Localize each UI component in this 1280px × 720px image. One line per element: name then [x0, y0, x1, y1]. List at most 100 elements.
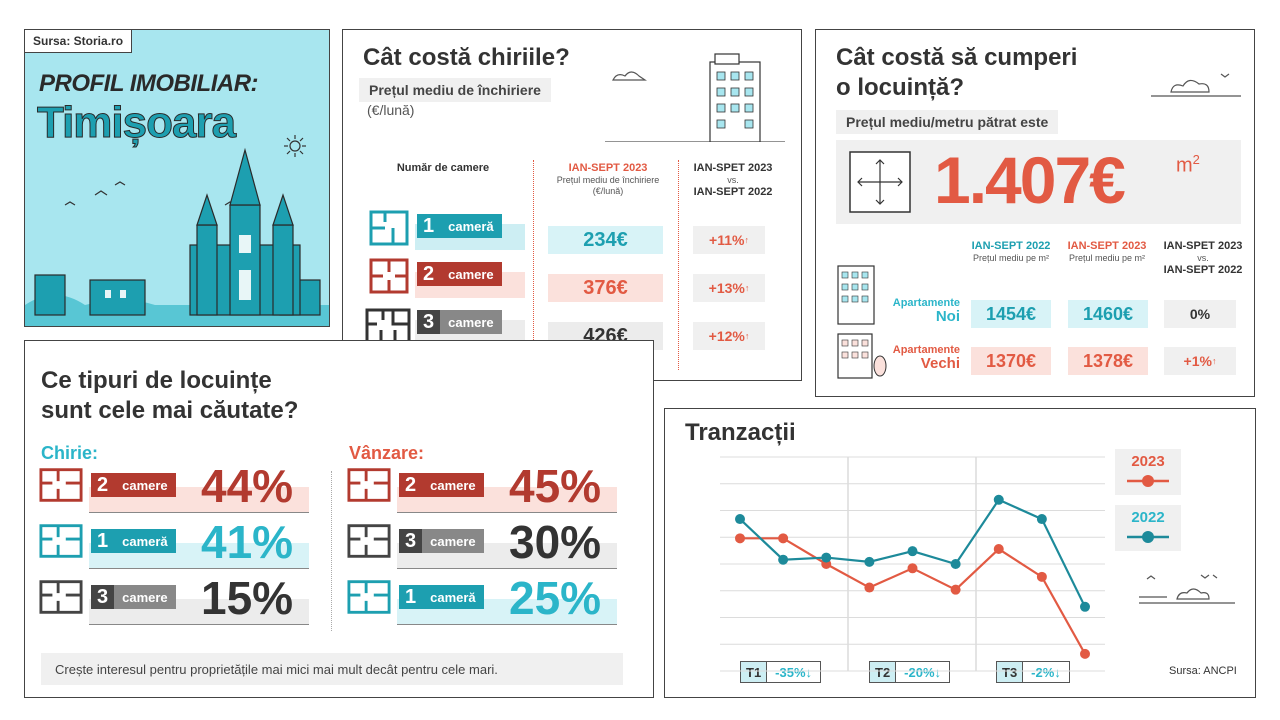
buy-row-2-change-val: +1%	[1183, 353, 1212, 369]
legend-2022: 2022	[1115, 505, 1181, 551]
rent-type-row-3-pct: 15%	[201, 572, 294, 624]
series-2022-point	[735, 514, 745, 525]
buy-row-2-arrow: ↑	[1211, 356, 1217, 366]
buy-col-compare: IAN-SPET 2023 vs. IAN-SEPT 2022	[1158, 240, 1248, 277]
buy-subtitle: Prețul mediu/metru pătrat este	[836, 110, 1059, 134]
buy-col-2022-title: IAN-SEPT 2022	[971, 240, 1051, 252]
profile-panel: Sursa: Storia.ro PROFIL IMOBILIAR: Timiș…	[24, 29, 330, 327]
rent-type-row-2-num: 1	[97, 529, 109, 552]
sale-type-row-1-flag: 2 camere	[399, 473, 484, 497]
series-2023-point	[993, 544, 1004, 555]
rent-subtitle: Prețul mediu de închiriere	[359, 78, 551, 102]
buy-row-2-v2023: 1378€	[1068, 347, 1148, 375]
quarter-t3-pct-val: -2%	[1031, 664, 1055, 680]
rent-row-3-change: +12% ↑	[693, 322, 765, 350]
buy-col-cmp-1: IAN-SPET 2023	[1163, 240, 1243, 252]
rent-type-row-3-flag: 3 camere	[91, 585, 176, 609]
profile-kicker: PROFIL IMOBILIAR:	[39, 70, 259, 97]
chart-source: Sursa: ANCPI	[1169, 665, 1237, 677]
rent-row-2-arrow: ↑	[744, 283, 750, 293]
sale-type-row-1-pct: 45%	[509, 460, 602, 512]
quarter-t3: T3 -2%↓	[996, 661, 1070, 683]
floorplan-1-icon	[369, 210, 409, 246]
legend-2023-swatch-dot	[1142, 475, 1154, 487]
rent-type-row-3-label: camere	[114, 585, 176, 609]
buy-title-2: o locuință?	[836, 74, 964, 101]
rent-col-compare: IAN-SPET 2023 vs. IAN-SEPT 2022	[683, 162, 783, 199]
quarter-t3-arrow: ↓	[1054, 664, 1061, 680]
rent-type-floorplan-1-icon	[39, 468, 83, 502]
building-illustration	[605, 53, 785, 142]
rent-type-floorplan-2-icon	[39, 524, 83, 558]
sale-type-row-2-label: camere	[422, 529, 484, 553]
rent-row-2-change-val: +13%	[708, 280, 745, 296]
rent-type-row-1-flag: 2 camere	[91, 473, 176, 497]
rent-type-row-1-label: camere	[122, 477, 168, 493]
rent-row-3-num: 3	[423, 310, 435, 333]
quarter-t1-arrow: ↓	[805, 664, 813, 680]
profile-city: Timișoara	[36, 98, 236, 148]
rent-row-1-num: 1	[423, 214, 435, 237]
sale-type-floorplan-1-icon	[347, 468, 391, 502]
quarter-t1-pct: -35%↓	[767, 665, 820, 680]
rent-type-row-2-label: cameră	[122, 533, 168, 549]
sale-type-row-2-flag: 3 camere	[399, 529, 484, 553]
apartment-buildings-illustration	[837, 265, 887, 379]
buy-row-1-change: 0%	[1164, 300, 1236, 328]
rent-row-2-flag: 2 camere	[417, 262, 502, 286]
series-2023-point	[735, 533, 745, 544]
buy-big-unit: m2	[1176, 152, 1200, 178]
rent-row-3-label: camere	[440, 310, 502, 334]
floorplan-3-icon	[365, 308, 411, 344]
types-title-1: Ce tipuri de locuințe	[41, 367, 272, 394]
rent-row-2-label: camere	[448, 266, 494, 282]
sale-type-row-3-num: 1	[405, 585, 417, 608]
buy-col-cmp-vs: vs.	[1197, 253, 1209, 263]
quarter-t1-label: T1	[741, 662, 768, 682]
rent-row-2-num: 2	[423, 262, 435, 285]
quarter-t1-pct-val: -35%	[775, 664, 806, 680]
rent-col-2023-sub: Prețul mediu de închiriere (€/lună)	[556, 175, 660, 196]
sale-type-floorplan-3-icon	[347, 580, 391, 614]
series-2022-point	[864, 556, 875, 567]
buy-col-2022: IAN-SEPT 2022 Prețul mediu pe m²	[966, 240, 1056, 264]
rent-row-2-change: +13% ↑	[693, 274, 765, 302]
buy-row-1-v2022: 1454€	[971, 300, 1051, 328]
series-2022-point	[821, 552, 832, 563]
series-2022-point	[907, 546, 918, 557]
series-2022-point	[950, 559, 961, 569]
rent-row-1-label: cameră	[448, 218, 494, 234]
buy-col-cmp-2: IAN-SEPT 2022	[1163, 264, 1243, 276]
rent-row-1-change: +11% ↑	[693, 226, 765, 254]
buy-row-2-v2022: 1370€	[971, 347, 1051, 375]
floorplan-2-icon	[369, 258, 409, 294]
cloud-icon-2	[1139, 574, 1235, 604]
rent-col-rooms: Număr de camere	[396, 162, 490, 174]
buy-panel: Cât costă să cumperi o locuință? Prețul …	[815, 29, 1255, 397]
rent-type-row-2-flag: 1 cameră	[91, 529, 176, 553]
legend-2022-label: 2022	[1131, 509, 1165, 526]
legend-2022-swatch-dot	[1142, 531, 1154, 543]
buy-col-2023-sub: Prețul mediu pe m²	[1068, 253, 1146, 263]
cloud-icon	[1151, 73, 1241, 97]
buy-row-2-label-1: Apartamente	[892, 344, 960, 356]
buy-row-2-change: +1% ↑	[1164, 347, 1236, 375]
rent-type-row-2-pct: 41%	[201, 516, 294, 568]
area-expand-icon	[849, 151, 911, 213]
types-title-2: sunt cele mai căutate?	[41, 397, 299, 424]
legend-2023-label: 2023	[1131, 453, 1165, 470]
rent-type-label: Chirie:	[41, 443, 99, 463]
buy-big-value: 1.407€	[934, 143, 1126, 217]
sale-type-row-1-label: camere	[430, 477, 476, 493]
buy-row-1-label-2: Noi	[935, 308, 960, 325]
rent-panel: Cât costă chiriile? Prețul mediu de înch…	[342, 29, 802, 381]
source-label: Sursa: Storia.ro	[25, 30, 133, 53]
transactions-panel: Tranzacții 2023 2022 T1 -35%↓ T2 -20%↓ T…	[664, 408, 1256, 698]
rent-col-cmp-vs: vs.	[727, 175, 739, 185]
buy-row-2-label: Apartamente Vechi	[880, 343, 960, 371]
types-footnote: Crește interesul pentru proprietățile ma…	[41, 653, 623, 685]
sale-type-label: Vânzare:	[349, 443, 425, 463]
legend-2023: 2023	[1115, 449, 1181, 495]
rent-title: Cât costă chiriile?	[363, 44, 570, 71]
quarter-t3-pct: -2%↓	[1023, 665, 1069, 680]
